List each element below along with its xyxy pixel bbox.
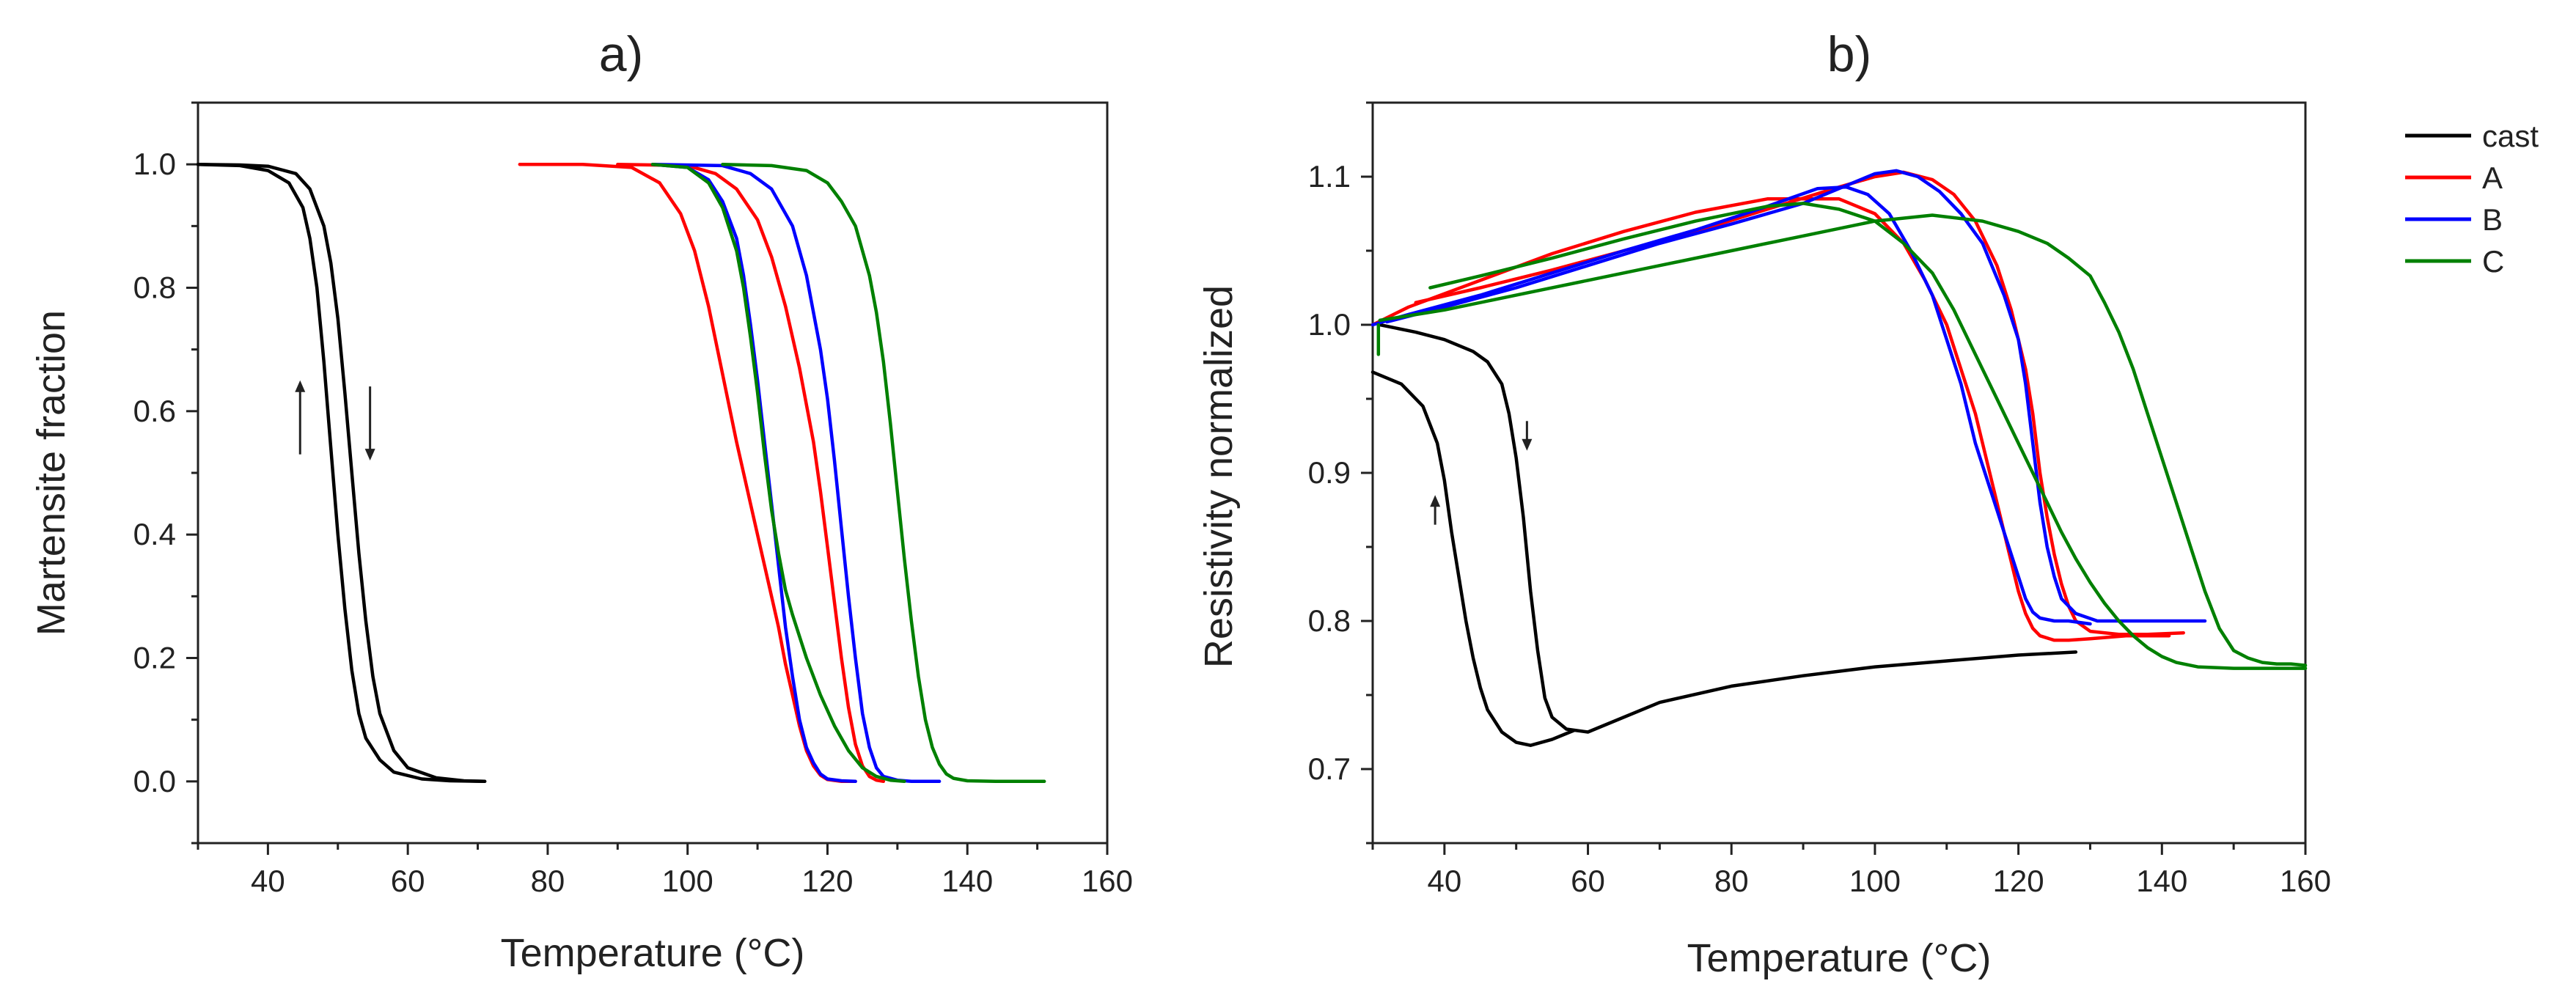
panel-b-ticks: 40 60 80 100 120 140 160 0.7 0.8 0.9 1.0 1.1 <box>1308 101 2331 898</box>
panel-a-ticks: 40 60 80 100 120 140 160 0.0 0.2 0.4 0.6 0.8 1.0 <box>133 101 1133 898</box>
arrow-head <box>1522 438 1533 451</box>
x-tick-label: 80 <box>531 864 565 898</box>
panel-b-label: b) <box>1827 26 1871 82</box>
arrow-head <box>1430 495 1441 507</box>
panel-a-arrows <box>295 380 375 461</box>
x-tick-label: 80 <box>1714 864 1749 898</box>
x-tick-label: 140 <box>2136 864 2187 898</box>
panel-b-y-axis-title: Resistivity normalized <box>1197 285 1241 668</box>
panel-b-arrows <box>1430 421 1533 525</box>
series-line-c-heating <box>721 162 1046 784</box>
panel-a-y-axis-title: Martensite fraction <box>29 310 73 636</box>
arrow-head <box>364 449 375 461</box>
y-tick-label: 0.2 <box>133 641 176 675</box>
x-tick-label: 40 <box>1427 864 1461 898</box>
legend-label: B <box>2482 202 2503 237</box>
panel-a-curves <box>196 162 1046 784</box>
y-tick-label: 0.8 <box>133 271 176 305</box>
y-tick-label: 0.4 <box>133 517 176 551</box>
x-tick-label: 60 <box>1571 864 1605 898</box>
x-tick-label: 160 <box>1082 864 1133 898</box>
series-line-c-heating <box>1378 213 2308 667</box>
y-tick-label: 1.1 <box>1308 159 1351 194</box>
panel-b-curves <box>1370 169 2308 747</box>
legend-label: cast <box>2482 119 2539 153</box>
series-line-a-heating <box>616 162 886 784</box>
arrow-head <box>295 380 306 392</box>
arrow-up <box>295 380 306 455</box>
y-tick-label: 1.0 <box>133 147 176 181</box>
x-tick-label: 40 <box>251 864 285 898</box>
series-line-cast-cooling <box>196 162 487 784</box>
arrow-down <box>1522 421 1533 451</box>
x-tick-label: 100 <box>662 864 713 898</box>
legend-item-a: A <box>2405 161 2503 195</box>
panel-b: b) 40 60 80 100 120 140 160 0.7 0.8 0.9 1.0 1.1 Tem… <box>1197 26 2539 980</box>
panel-a-label: a) <box>599 26 643 82</box>
arrow-down <box>364 386 375 461</box>
series-line-a-cooling <box>518 162 857 784</box>
arrow-up <box>1430 495 1441 525</box>
series-line-cast-heating <box>196 162 487 784</box>
series-line-b-heating <box>650 162 942 784</box>
y-tick-label: 0.9 <box>1308 455 1351 490</box>
legend-item-cast: cast <box>2405 119 2539 153</box>
series-line-c-cooling <box>650 162 906 784</box>
y-tick-label: 1.0 <box>1308 307 1351 342</box>
legend-item-c: C <box>2405 244 2504 279</box>
legend-label: C <box>2482 244 2504 279</box>
series-line-cast-heating <box>1378 323 2078 734</box>
series-line-b-cooling <box>1370 185 2092 626</box>
x-tick-label: 160 <box>2280 864 2331 898</box>
y-tick-label: 0.8 <box>1308 603 1351 638</box>
panel-a-x-axis-title: Temperature (°C) <box>501 931 805 975</box>
y-tick-label: 0.0 <box>133 764 176 798</box>
x-tick-label: 60 <box>391 864 425 898</box>
x-tick-label: 120 <box>1993 864 2044 898</box>
series-line-b-heating <box>1385 169 2207 623</box>
legend-label: A <box>2482 161 2503 195</box>
series-line-c-cooling <box>1428 202 2308 670</box>
series-line-b-cooling <box>650 162 857 784</box>
panel-b-x-axis-title: Temperature (°C) <box>1687 936 1992 980</box>
panel-b-legend: cast ABC <box>2405 119 2539 279</box>
y-tick-label: 0.6 <box>133 394 176 428</box>
series-line-cast-cooling <box>1370 370 1576 747</box>
legend-item-b: B <box>2405 202 2503 237</box>
x-tick-label: 100 <box>1849 864 1901 898</box>
series-line-a-heating <box>1414 170 2185 636</box>
y-tick-label: 0.7 <box>1308 751 1351 786</box>
x-tick-label: 140 <box>942 864 993 898</box>
x-tick-label: 120 <box>801 864 853 898</box>
panel-a: a) 40 60 80 100 120 140 1600.00.20.40.60.81.0 … <box>29 26 1133 975</box>
series-line-a-cooling <box>1370 197 2171 642</box>
